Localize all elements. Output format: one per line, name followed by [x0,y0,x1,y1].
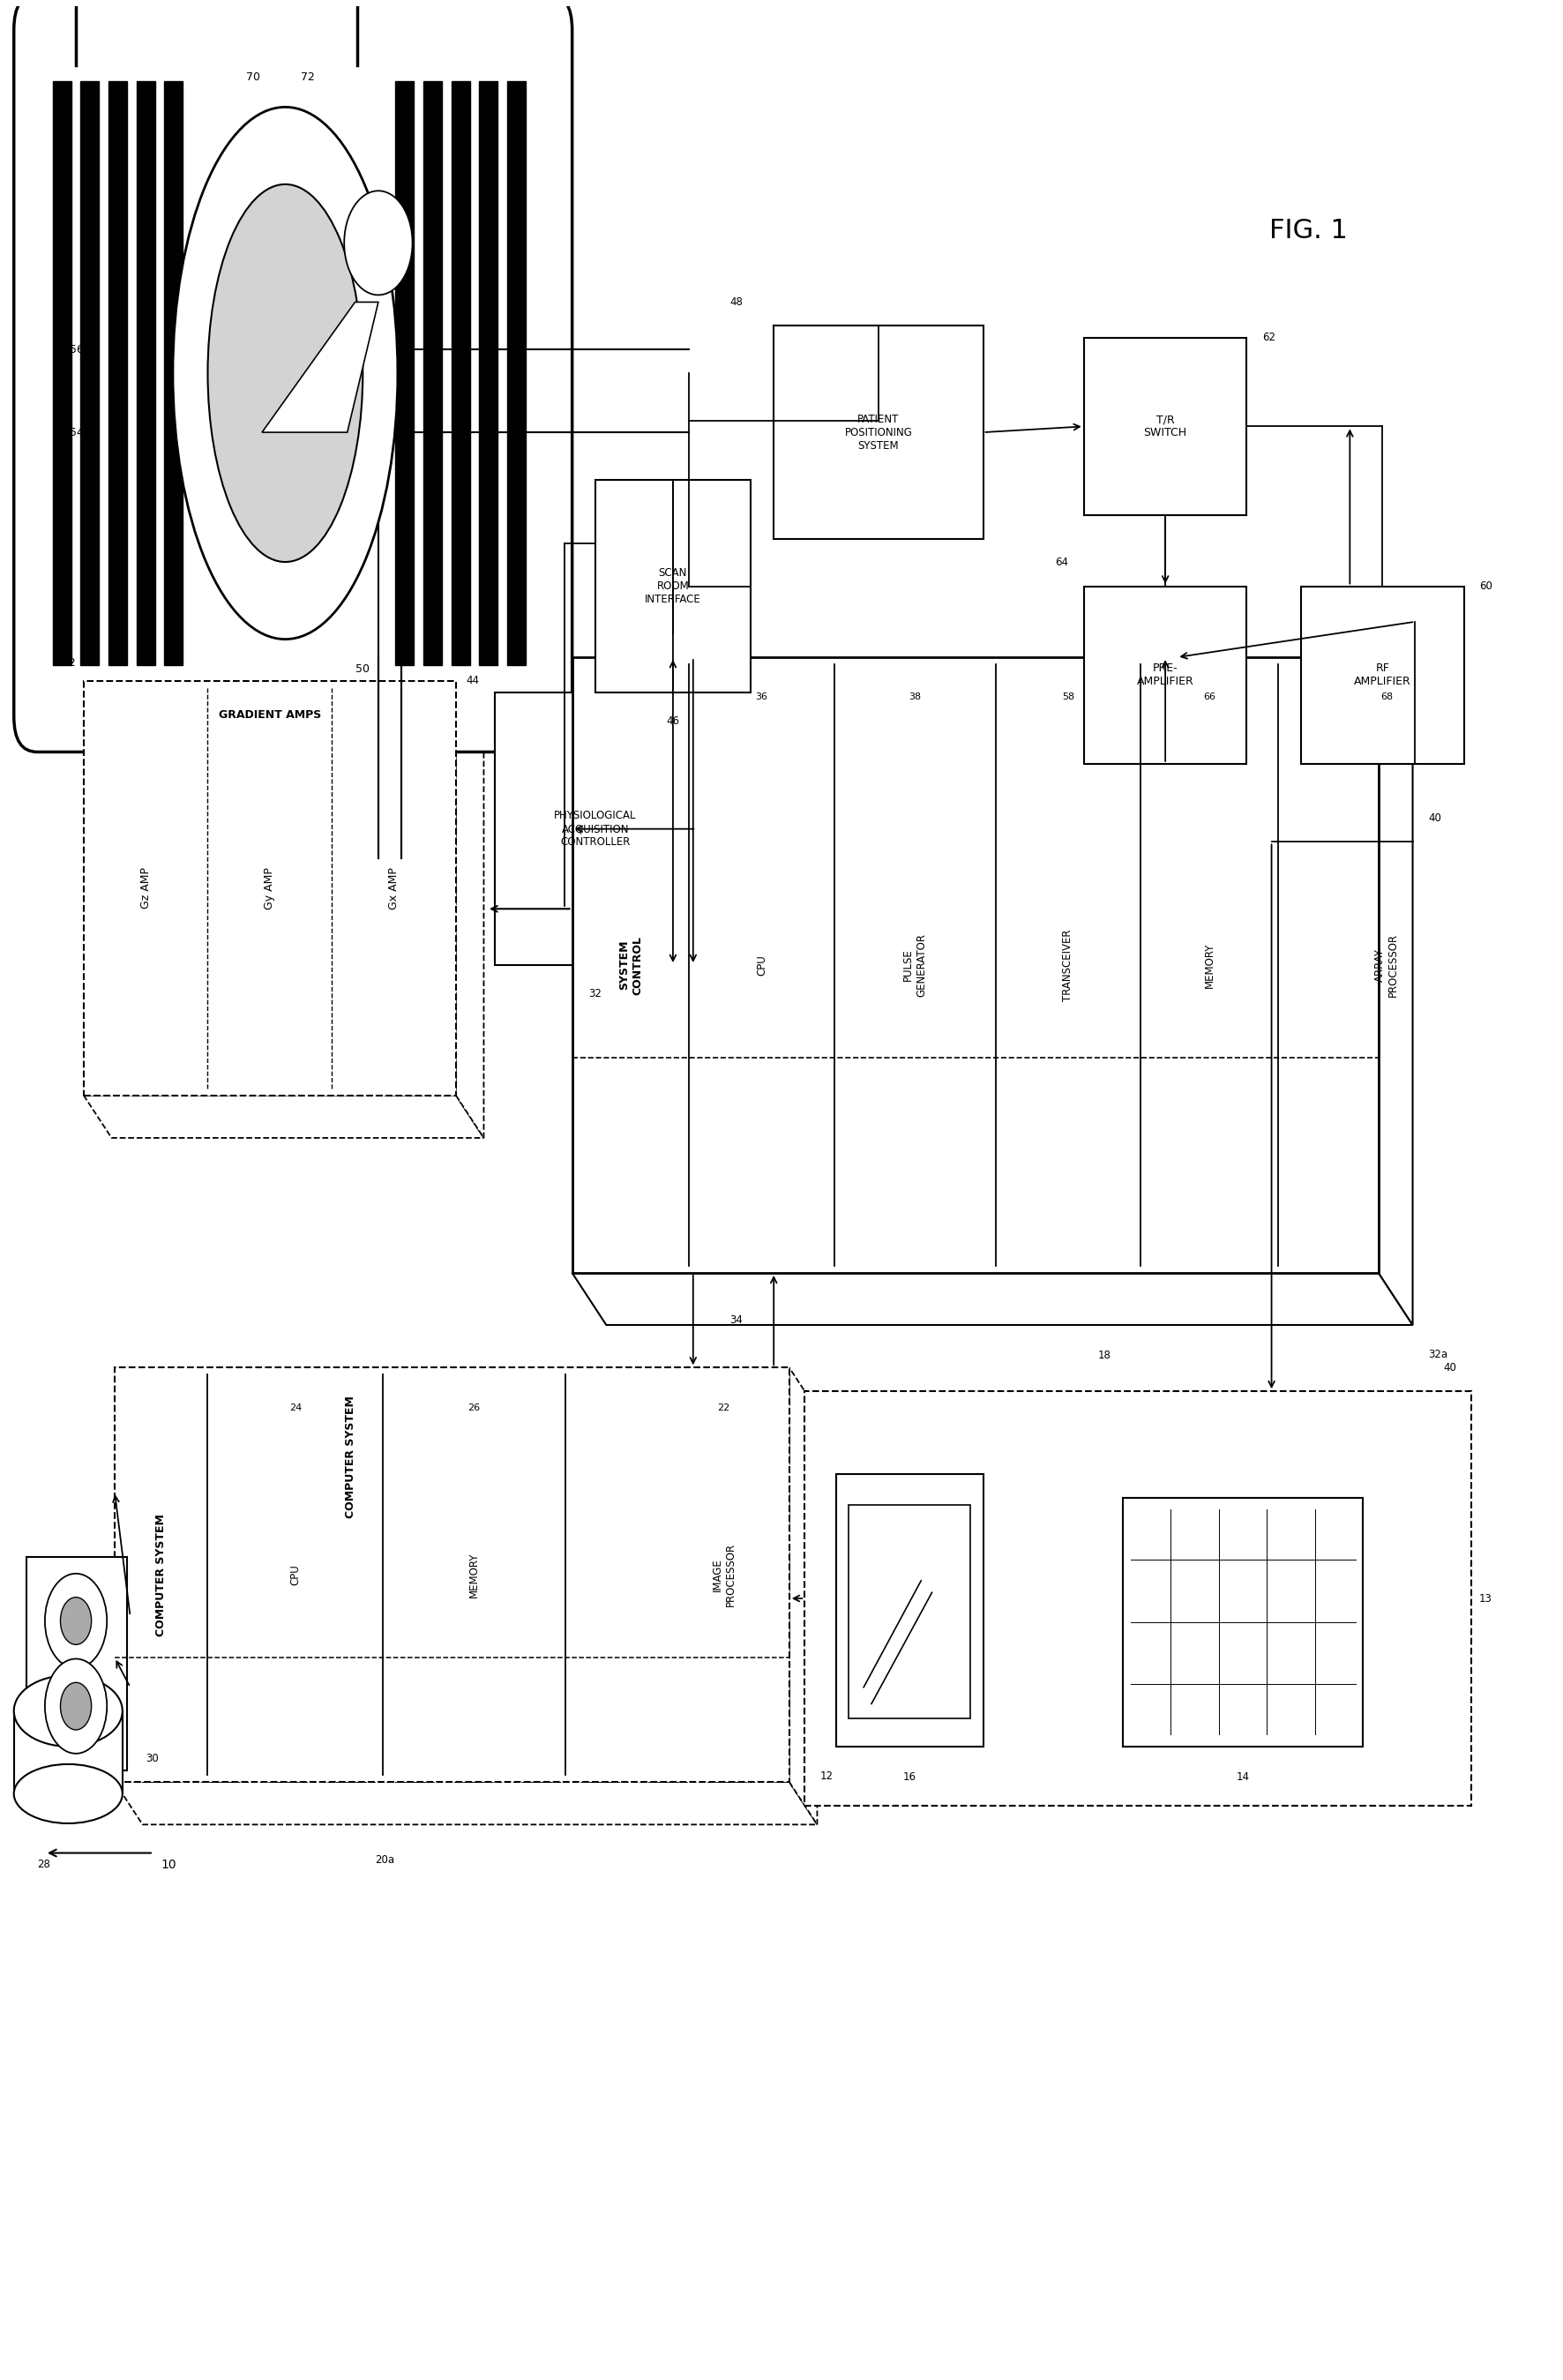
Text: SCAN
ROOM
INTERFACE: SCAN ROOM INTERFACE [646,566,702,605]
Text: ARRAY
PROCESSOR: ARRAY PROCESSOR [1374,933,1399,997]
Polygon shape [1379,657,1413,1326]
Text: 52: 52 [55,533,69,545]
Text: 26: 26 [467,1404,480,1411]
Bar [836,1473,983,1747]
Text: 32a: 32a [1429,1349,1447,1359]
Text: 56: 56 [70,343,84,355]
Text: 40: 40 [1429,812,1441,823]
Text: GRADIENT AMPS: GRADIENT AMPS [219,709,320,721]
Polygon shape [572,1273,1413,1326]
Bar [81,81,98,664]
Polygon shape [789,1368,817,1825]
FancyBboxPatch shape [14,0,572,752]
Bar [805,1392,1472,1806]
Bar [494,693,696,964]
Text: 58: 58 [1061,693,1074,702]
Text: 16: 16 [903,1771,916,1783]
Text: 10: 10 [161,1859,177,1871]
Circle shape [45,1659,106,1754]
Ellipse shape [208,183,363,562]
Text: PHYSIOLOGICAL
ACQUISITION
CONTROLLER: PHYSIOLOGICAL ACQUISITION CONTROLLER [555,809,636,847]
Bar [164,81,183,664]
Text: COMPUTER SYSTEM: COMPUTER SYSTEM [345,1397,356,1518]
Text: IMAGE
PROCESSOR: IMAGE PROCESSOR [711,1542,736,1607]
Circle shape [45,1573,106,1668]
Text: 36: 36 [755,693,767,702]
Bar [114,1368,789,1783]
Text: 68: 68 [1380,693,1393,702]
Text: PULSE
GENERATOR: PULSE GENERATOR [902,933,927,997]
Bar [596,481,750,693]
Text: 34: 34 [730,1314,742,1326]
Polygon shape [114,1783,817,1825]
Bar [424,81,442,664]
Text: Gy AMP: Gy AMP [264,866,275,909]
Bar [1300,585,1465,764]
Text: FIG. 1: FIG. 1 [1269,219,1347,243]
Text: T/R
SWITCH: T/R SWITCH [1144,414,1186,438]
Bar [1083,585,1247,764]
Text: 13: 13 [1479,1592,1493,1604]
Polygon shape [84,1095,485,1138]
Circle shape [61,1597,91,1645]
Polygon shape [263,302,378,433]
Bar [1122,1497,1363,1747]
Bar [452,81,470,664]
Text: 70: 70 [247,71,261,83]
Ellipse shape [173,107,397,640]
Text: 40: 40 [1443,1361,1457,1373]
Text: 62: 62 [1263,331,1275,343]
Text: 66: 66 [1204,693,1216,702]
Text: MEMORY: MEMORY [1204,942,1214,988]
Text: 42: 42 [63,657,77,669]
Text: 72: 72 [300,71,314,83]
Text: PRE-
AMPLIFIER: PRE- AMPLIFIER [1136,662,1194,688]
Bar [572,657,1379,1273]
Text: CPU: CPU [756,954,767,976]
Bar [108,81,127,664]
Text: 22: 22 [717,1404,730,1411]
Polygon shape [456,681,485,1138]
Bar [506,81,525,664]
Text: MEMORY: MEMORY [469,1552,480,1597]
Bar [849,1504,971,1718]
Bar [14,1711,122,1795]
Text: 28: 28 [38,1859,50,1871]
Text: Gz AMP: Gz AMP [141,866,152,909]
Text: COMPUTER SYSTEM: COMPUTER SYSTEM [155,1514,167,1635]
Ellipse shape [14,1764,122,1823]
Text: 54: 54 [70,426,84,438]
Text: 44: 44 [466,676,480,688]
Text: CPU: CPU [289,1564,302,1585]
Text: 18: 18 [1099,1349,1111,1361]
Text: TRANSCEIVER: TRANSCEIVER [1063,928,1074,1002]
Ellipse shape [14,1676,122,1747]
Text: 14: 14 [1236,1771,1249,1783]
Text: 12: 12 [821,1771,833,1783]
Bar [480,81,497,664]
Text: SYSTEM
CONTROL: SYSTEM CONTROL [619,935,642,995]
Bar [84,681,456,1095]
Bar [27,1557,127,1771]
Bar [53,81,72,664]
Text: RF
AMPLIFIER: RF AMPLIFIER [1354,662,1411,688]
Text: PATIENT
POSITIONING
SYSTEM: PATIENT POSITIONING SYSTEM [844,414,913,452]
Bar [395,81,414,664]
Bar [1083,338,1247,514]
Text: 30: 30 [145,1752,159,1764]
Text: 46: 46 [666,716,680,726]
Circle shape [61,1683,91,1730]
Text: Gx AMP: Gx AMP [388,866,400,909]
Text: 20a: 20a [375,1854,394,1866]
Circle shape [344,190,413,295]
Bar [136,81,155,664]
Bar [774,326,983,538]
Text: 50: 50 [355,664,369,676]
Text: 24: 24 [289,1404,302,1411]
Text: 60: 60 [1479,581,1493,593]
Text: 38: 38 [908,693,921,702]
Text: 32: 32 [589,988,602,1000]
Text: 64: 64 [1055,557,1069,569]
Text: 48: 48 [730,298,742,307]
